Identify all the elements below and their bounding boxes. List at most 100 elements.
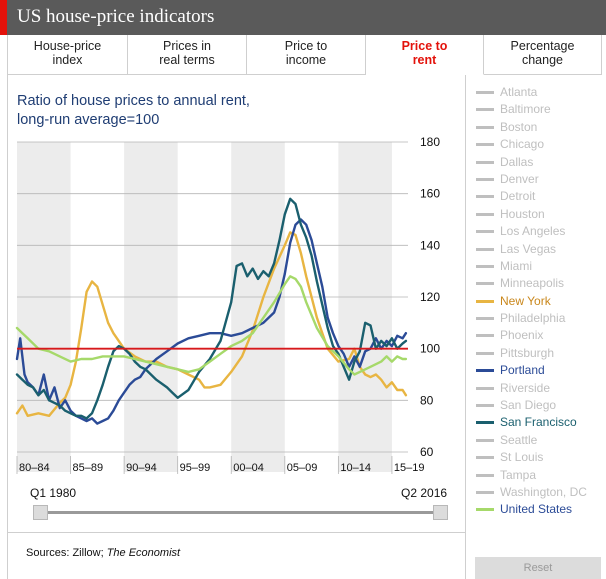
legend-item-seattle[interactable]: Seattle (476, 432, 601, 449)
chart-title-line-1: Ratio of house prices to annual rent, (17, 93, 250, 109)
chart-series (15, 197, 408, 425)
legend-item-riverside[interactable]: Riverside (476, 380, 601, 397)
x-axis-labels: 80–84 85–89 90–94 95–99 00–04 05–09 10–14 15–19 (16, 456, 425, 474)
y-axis-labels: 180 160 140 120 100 80 60 (420, 135, 440, 459)
series-line-united-states (15, 275, 408, 376)
legend-label: Boston (500, 119, 538, 134)
y-tick-label: 80 (420, 393, 434, 407)
x-tick-label: 05–09 (287, 462, 318, 474)
legend-item-washington-dc[interactable]: Washington, DC (476, 484, 601, 501)
legend-label: Seattle (500, 432, 538, 447)
legend-label: Detroit (500, 189, 536, 204)
legend-swatch (476, 264, 494, 268)
legend-swatch (476, 351, 494, 355)
legend-label: Denver (500, 171, 539, 186)
legend-item-portland[interactable]: Portland (476, 362, 601, 379)
legend-swatch (476, 490, 494, 494)
tab-house-price-index[interactable]: House-price index (8, 35, 128, 75)
x-tick-label: 80–84 (19, 462, 50, 474)
legend-item-minneapolis[interactable]: Minneapolis (476, 275, 601, 292)
legend-swatch (476, 177, 494, 181)
legend-item-baltimore[interactable]: Baltimore (476, 101, 601, 118)
x-tick-label: 00–04 (233, 462, 264, 474)
legend-swatch (476, 125, 494, 129)
sources-note: Sources: Zillow; The Economist (26, 547, 180, 559)
tab-price-to-rent[interactable]: Price to rent (366, 35, 484, 75)
legend-label: New York (500, 293, 551, 308)
tab-price-to-income[interactable]: Price to income (247, 35, 366, 75)
legend-label: San Francisco (500, 415, 577, 430)
legend-swatch (476, 247, 494, 251)
sources-prefix: Sources: Zillow; (26, 547, 107, 559)
legend-label: Miami (500, 258, 532, 273)
series-line-san-francisco (15, 197, 408, 420)
series-line-portland (15, 218, 408, 425)
slider-start-label: Q1 1980 (30, 486, 77, 500)
legend-label: Baltimore (500, 102, 551, 117)
shaded-period-band (124, 142, 178, 472)
tab-bar: House-price index Prices in real terms P… (7, 35, 602, 75)
legend-swatch (476, 299, 494, 303)
legend-swatch (476, 421, 494, 425)
header-accent (0, 0, 7, 35)
legend-swatch (476, 160, 494, 164)
legend-label: United States (500, 502, 573, 517)
legend-item-boston[interactable]: Boston (476, 119, 601, 136)
chart-title: Ratio of house prices to annual rent, lo… (17, 92, 250, 130)
sources-publication: The Economist (106, 547, 181, 559)
legend-item-st-louis[interactable]: St Louis (476, 449, 601, 466)
legend-item-chicago[interactable]: Chicago (476, 136, 601, 153)
legend-label: Chicago (500, 137, 545, 152)
legend-swatch (476, 369, 494, 373)
chart-bands (17, 142, 392, 472)
reset-button[interactable]: Reset (475, 557, 601, 579)
sources-divider (7, 532, 466, 533)
legend-item-pittsburgh[interactable]: Pittsburgh (476, 345, 601, 362)
legend-item-san-francisco[interactable]: San Francisco (476, 414, 601, 431)
legend-swatch (476, 456, 494, 460)
legend-item-detroit[interactable]: Detroit (476, 188, 601, 205)
legend-item-houston[interactable]: Houston (476, 206, 601, 223)
legend-label: Houston (500, 206, 545, 221)
legend-item-las-vegas[interactable]: Las Vegas (476, 241, 601, 258)
chart-title-line-2: long-run average=100 (17, 112, 160, 128)
legend-label: Los Angeles (500, 224, 566, 239)
tab-percentage-change[interactable]: Percentage change (484, 35, 602, 75)
legend-item-denver[interactable]: Denver (476, 171, 601, 188)
legend-swatch (476, 143, 494, 147)
legend-label: Tampa (500, 467, 537, 482)
slider-start-handle[interactable] (33, 505, 48, 520)
legend-label: Philadelphia (500, 311, 566, 326)
header-bar: US house-price indicators (0, 0, 606, 35)
y-tick-label: 120 (420, 290, 440, 304)
y-tick-label: 180 (420, 135, 440, 149)
legend-label: Pittsburgh (500, 345, 555, 360)
legend-label: Atlanta (500, 85, 538, 99)
legend-label: Las Vegas (500, 241, 557, 256)
city-legend: Atlanta Baltimore Boston Chicago Dallas Denve… (476, 84, 601, 519)
legend-item-miami[interactable]: Miami (476, 258, 601, 275)
legend-item-new-york[interactable]: New York (476, 293, 601, 310)
shaded-period-band (17, 142, 71, 472)
x-tick-label: 95–99 (180, 462, 211, 474)
tab-prices-in-real-terms[interactable]: Prices in real terms (128, 35, 247, 75)
slider-end-handle[interactable] (433, 505, 448, 520)
legend-item-phoenix[interactable]: Phoenix (476, 327, 601, 344)
legend-swatch (476, 473, 494, 477)
legend-label: St Louis (500, 450, 544, 465)
page-title: US house-price indicators (17, 6, 215, 27)
legend-item-atlanta[interactable]: Atlanta (476, 84, 601, 101)
shaded-period-band (338, 142, 392, 472)
legend-swatch (476, 212, 494, 216)
legend-item-los-angeles[interactable]: Los Angeles (476, 223, 601, 240)
legend-item-san-diego[interactable]: San Diego (476, 397, 601, 414)
legend-item-philadelphia[interactable]: Philadelphia (476, 310, 601, 327)
legend-item-dallas[interactable]: Dallas (476, 154, 601, 171)
date-range-slider-track[interactable] (40, 511, 441, 514)
y-tick-label: 60 (420, 445, 434, 459)
legend-label: Minneapolis (500, 276, 565, 291)
legend-item-tampa[interactable]: Tampa (476, 467, 601, 484)
legend-swatch (476, 404, 494, 408)
legend-item-united-states[interactable]: United States (476, 501, 601, 518)
